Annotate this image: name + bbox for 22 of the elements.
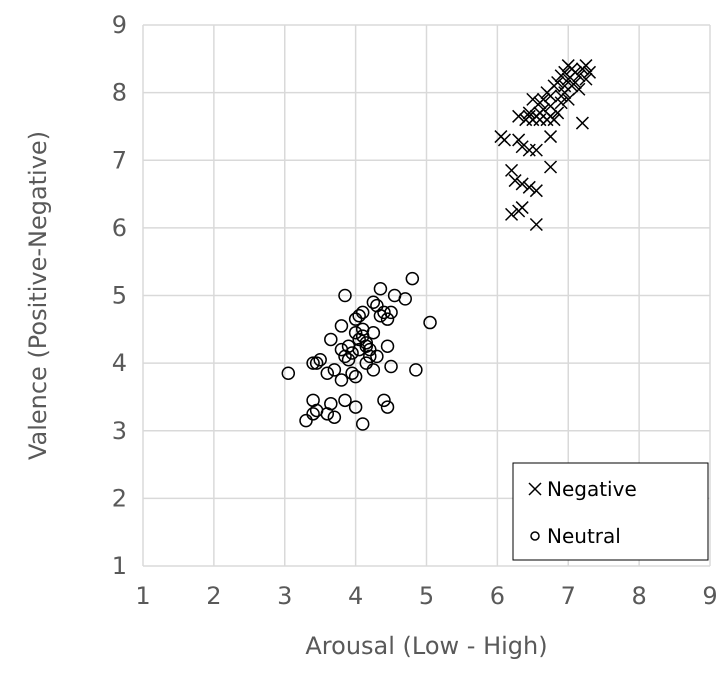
x-tick-label: 7 xyxy=(560,582,576,610)
y-tick-label: 6 xyxy=(112,214,127,242)
y-tick-label: 2 xyxy=(112,484,127,512)
y-tick-label: 3 xyxy=(112,416,127,445)
y-axis-title: Valence (Positive-Negative) xyxy=(24,130,52,460)
x-tick-label: 9 xyxy=(702,582,718,610)
x-tick-label: 8 xyxy=(631,582,647,610)
y-tick-label: 4 xyxy=(112,349,127,378)
y-tick-label: 8 xyxy=(112,78,127,107)
y-tick-label: 7 xyxy=(112,146,127,174)
x-axis-title: Arousal (Low - High) xyxy=(305,632,548,660)
x-tick-label: 4 xyxy=(348,582,364,610)
x-tick-label: 6 xyxy=(490,582,506,610)
x-tick-label: 3 xyxy=(277,582,292,610)
y-tick-label: 1 xyxy=(112,552,127,580)
legend-label: Neutral xyxy=(547,524,621,548)
legend-label: Negative xyxy=(547,477,637,501)
x-tick-label: 2 xyxy=(206,582,222,610)
y-tick-label: 9 xyxy=(112,11,127,39)
x-tick-label: 5 xyxy=(418,582,434,610)
y-tick-label: 5 xyxy=(112,282,127,310)
x-tick-label: 1 xyxy=(135,582,151,610)
